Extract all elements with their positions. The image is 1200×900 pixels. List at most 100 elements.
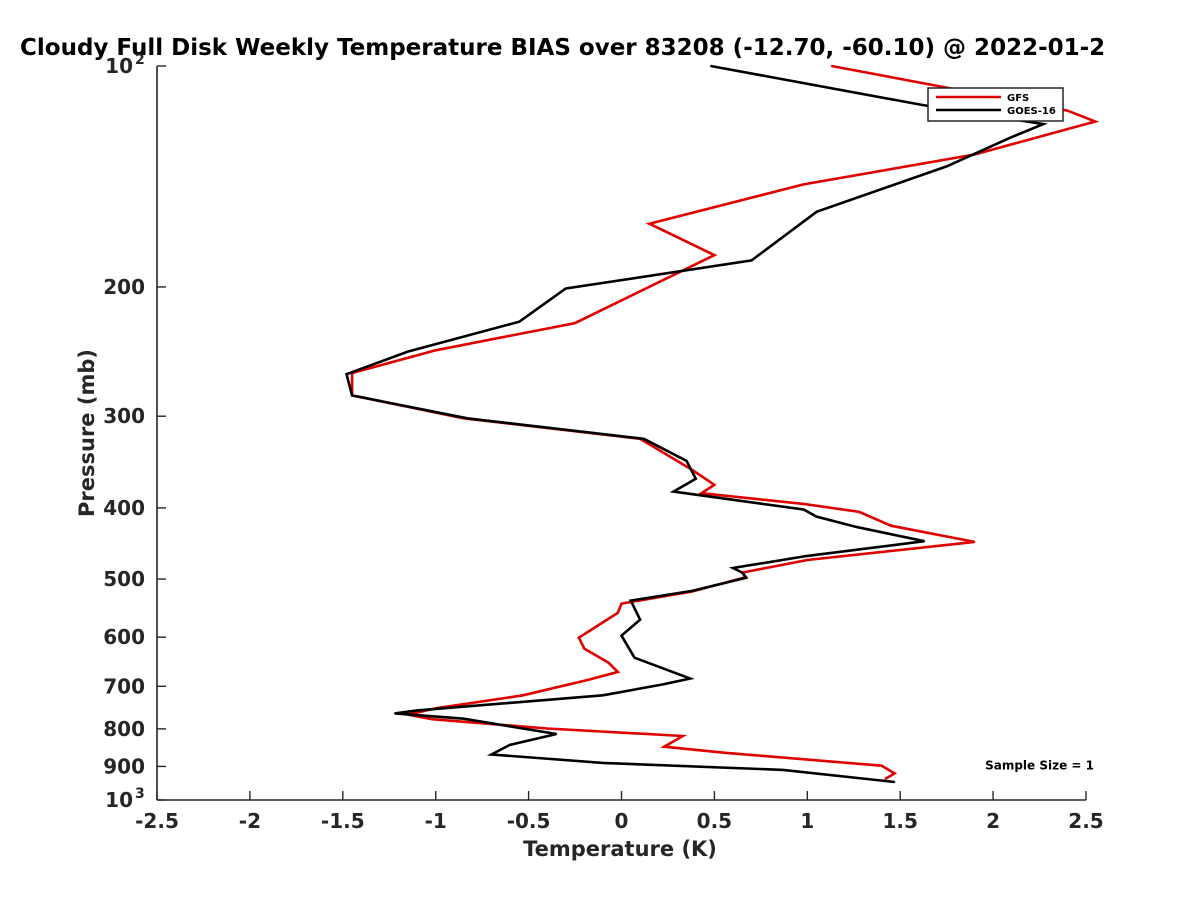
data-point <box>661 683 664 686</box>
data-point <box>462 717 465 720</box>
y-tick-base: 10 <box>105 54 133 78</box>
series-layer <box>344 64 1100 784</box>
x-tick-label: 1 <box>800 809 814 833</box>
data-point <box>682 735 684 737</box>
data-point <box>639 618 641 621</box>
data-point <box>518 320 521 323</box>
data-point <box>856 526 859 528</box>
y-tick-exponent: 3 <box>135 786 145 802</box>
data-point <box>620 602 623 605</box>
data-point <box>802 508 805 511</box>
y-tick-base: 10 <box>105 788 133 812</box>
data-point <box>858 511 861 513</box>
legend-label: GFS <box>1007 93 1029 104</box>
y-tick-label: 800 <box>103 717 145 741</box>
data-point <box>643 438 645 440</box>
data-point <box>750 259 753 262</box>
data-point <box>522 694 524 697</box>
data-point <box>890 524 892 527</box>
data-point <box>893 772 896 775</box>
data-point <box>806 555 809 557</box>
y-tick-label: 500 <box>103 567 145 591</box>
y-tick-label: 900 <box>103 754 145 778</box>
data-point <box>578 636 580 639</box>
data-point <box>630 599 632 602</box>
data-point <box>830 65 833 67</box>
y-tick-label: 700 <box>103 674 145 698</box>
data-point <box>416 709 418 712</box>
y-tick-label: 200 <box>103 275 145 299</box>
data-point <box>709 65 712 67</box>
data-point <box>574 322 576 324</box>
data-point <box>607 661 610 664</box>
data-point <box>945 165 948 168</box>
data-point <box>617 671 619 673</box>
data-point <box>732 567 734 569</box>
data-point <box>620 634 623 637</box>
data-point <box>700 492 703 495</box>
x-tick-label: -2 <box>239 809 261 833</box>
data-point <box>617 612 619 614</box>
x-tick-label: 1.5 <box>882 809 917 833</box>
data-point <box>672 671 675 674</box>
data-point <box>713 484 716 486</box>
data-point <box>587 679 589 681</box>
chart-title: Cloudy Full Disk Weekly Temperature BIAS… <box>20 35 1105 61</box>
x-tick-label: 0 <box>615 809 629 833</box>
x-tick-label: 2 <box>986 809 1000 833</box>
data-point <box>815 515 818 518</box>
x-tick-label: -0.5 <box>507 809 551 833</box>
data-point <box>713 254 716 256</box>
data-point <box>565 287 567 290</box>
sample-size-annotation: Sample Size = 1 <box>985 759 1094 773</box>
data-point <box>583 647 586 650</box>
data-point <box>351 394 353 397</box>
data-point <box>973 541 976 543</box>
data-point <box>602 762 604 764</box>
y-tick-label: 400 <box>103 496 145 520</box>
data-point <box>431 718 433 720</box>
y-tick-label: 10 <box>105 54 133 78</box>
data-point <box>880 764 883 767</box>
data-point <box>407 350 409 353</box>
data-point <box>802 183 805 186</box>
data-point <box>394 712 396 715</box>
annotations: Sample Size = 1 <box>985 759 1094 773</box>
x-tick-label: -2.5 <box>135 809 179 833</box>
data-point <box>689 677 691 680</box>
data-point <box>672 490 675 493</box>
data-point <box>1010 136 1013 138</box>
data-point <box>921 104 924 106</box>
y-axis-label: Pressure (mb) <box>75 349 99 517</box>
data-point <box>602 694 604 697</box>
data-point <box>745 577 747 579</box>
data-point <box>815 211 818 213</box>
x-tick-label: -1 <box>425 809 447 833</box>
data-point <box>722 751 725 754</box>
data-point <box>695 477 697 480</box>
data-point <box>490 753 493 756</box>
legend: GFS GOES-16 <box>927 87 1064 122</box>
legend-label: GOES-16 <box>1007 106 1056 117</box>
data-point <box>741 571 744 574</box>
data-point <box>782 769 784 771</box>
y-tick-label: 600 <box>103 625 145 649</box>
data-point <box>685 460 688 462</box>
data-point <box>1066 109 1069 112</box>
data-point <box>1042 123 1045 125</box>
series-line-gfs <box>350 64 1100 781</box>
y-tick-label: 300 <box>103 404 145 428</box>
data-point <box>345 373 348 376</box>
x-axis-ticks: -2.5 -2 -1.5 -1 -0.5 0 0.5 1 1.5 2 2.5 <box>135 791 1104 833</box>
x-tick-label: -1.5 <box>321 809 365 833</box>
data-point <box>434 349 437 352</box>
data-point <box>802 503 805 505</box>
data-point <box>806 559 809 561</box>
series-line-goes-16 <box>344 64 1049 784</box>
data-point <box>923 540 926 542</box>
y-tick-exponent: 2 <box>135 52 145 68</box>
data-point <box>555 733 558 735</box>
data-point <box>691 590 693 592</box>
x-tick-label: 0.5 <box>697 809 732 833</box>
